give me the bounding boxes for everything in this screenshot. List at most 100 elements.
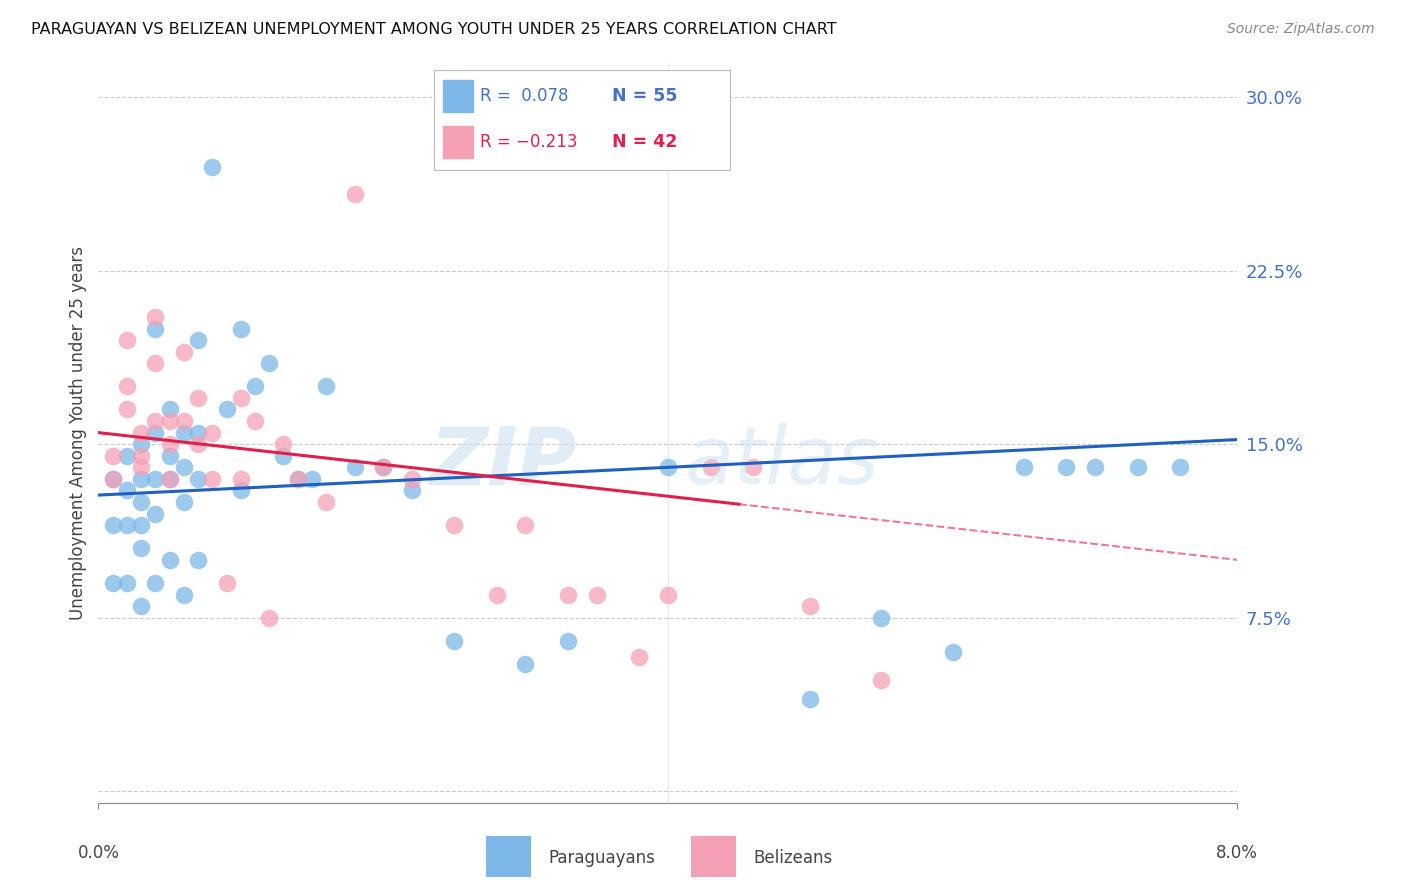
Point	[229, 321, 252, 335]
Point	[870, 611, 893, 625]
Point	[173, 588, 195, 602]
Point	[315, 495, 337, 509]
Point	[229, 391, 252, 405]
Point	[173, 414, 195, 428]
Point	[145, 425, 167, 440]
Text: 8.0%: 8.0%	[1216, 845, 1258, 863]
Point	[699, 460, 721, 475]
Point	[129, 518, 152, 533]
Text: Paraguayans: Paraguayans	[548, 849, 655, 867]
Point	[287, 472, 309, 486]
Point	[557, 633, 579, 648]
Point	[101, 576, 124, 591]
Point	[557, 588, 579, 602]
Text: 0.0%: 0.0%	[77, 845, 120, 863]
Point	[1126, 460, 1149, 475]
Point	[187, 425, 209, 440]
Point	[215, 576, 238, 591]
Point	[287, 472, 309, 486]
Point	[657, 460, 679, 475]
Point	[145, 321, 167, 335]
Point	[1056, 460, 1078, 475]
Point	[343, 460, 366, 475]
Point	[486, 588, 509, 602]
Point	[799, 599, 821, 614]
Point	[443, 518, 465, 533]
Point	[145, 310, 167, 324]
Point	[115, 483, 138, 498]
Point	[243, 414, 266, 428]
Point	[187, 472, 209, 486]
Point	[742, 460, 765, 475]
Point	[101, 472, 124, 486]
Point	[201, 160, 224, 174]
Point	[129, 541, 152, 556]
Point	[115, 518, 138, 533]
Point	[101, 449, 124, 463]
Point	[1084, 460, 1107, 475]
Point	[129, 460, 152, 475]
Text: atlas: atlas	[685, 423, 879, 501]
Point	[187, 437, 209, 451]
Point	[259, 356, 281, 370]
Point	[371, 460, 394, 475]
Point	[173, 425, 195, 440]
Point	[1170, 460, 1192, 475]
Point	[273, 449, 295, 463]
Point	[585, 588, 607, 602]
Point	[942, 645, 965, 659]
Point	[159, 553, 181, 567]
Point	[515, 657, 537, 671]
Point	[145, 507, 167, 521]
Y-axis label: Unemployment Among Youth under 25 years: Unemployment Among Youth under 25 years	[69, 245, 87, 620]
Point	[159, 472, 181, 486]
Point	[129, 449, 152, 463]
Point	[187, 553, 209, 567]
Point	[229, 472, 252, 486]
Point	[173, 495, 195, 509]
Point	[515, 518, 537, 533]
Point	[159, 414, 181, 428]
Point	[201, 425, 224, 440]
Point	[1012, 460, 1035, 475]
Point	[187, 391, 209, 405]
Point	[145, 414, 167, 428]
Point	[343, 187, 366, 202]
Text: PARAGUAYAN VS BELIZEAN UNEMPLOYMENT AMONG YOUTH UNDER 25 YEARS CORRELATION CHART: PARAGUAYAN VS BELIZEAN UNEMPLOYMENT AMON…	[31, 22, 837, 37]
Point	[371, 460, 394, 475]
Point	[115, 576, 138, 591]
Point	[145, 356, 167, 370]
Point	[401, 483, 423, 498]
Point	[159, 449, 181, 463]
Point	[129, 437, 152, 451]
Point	[173, 460, 195, 475]
Text: ZIP: ZIP	[429, 423, 576, 501]
Point	[129, 425, 152, 440]
Point	[129, 472, 152, 486]
Point	[159, 437, 181, 451]
Text: Belizeans: Belizeans	[754, 849, 832, 867]
Point	[301, 472, 323, 486]
Point	[657, 588, 679, 602]
Point	[129, 495, 152, 509]
Point	[243, 379, 266, 393]
Point	[145, 472, 167, 486]
Point	[201, 472, 224, 486]
Text: Source: ZipAtlas.com: Source: ZipAtlas.com	[1227, 22, 1375, 37]
Point	[159, 472, 181, 486]
Point	[129, 599, 152, 614]
Point	[173, 344, 195, 359]
Point	[145, 576, 167, 591]
Point	[870, 673, 893, 688]
Point	[215, 402, 238, 417]
Point	[115, 402, 138, 417]
Point	[115, 449, 138, 463]
Point	[315, 379, 337, 393]
Point	[229, 483, 252, 498]
Point	[101, 472, 124, 486]
Point	[799, 691, 821, 706]
Point	[259, 611, 281, 625]
Point	[628, 650, 651, 665]
Point	[401, 472, 423, 486]
Point	[159, 402, 181, 417]
